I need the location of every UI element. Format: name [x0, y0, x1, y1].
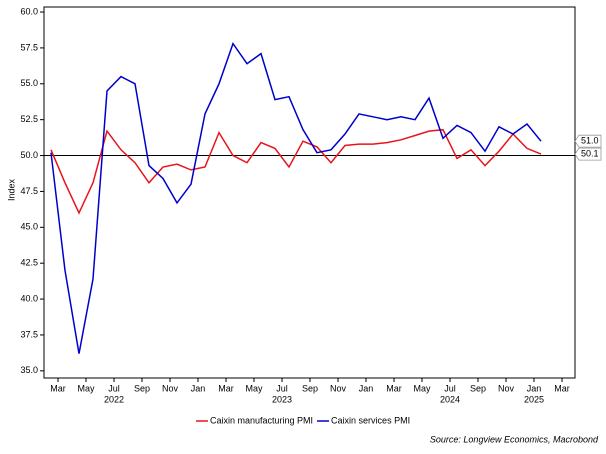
plot-frame [43, 6, 576, 379]
x-tick-label: Mar [218, 383, 234, 393]
x-tick-label: May [77, 383, 95, 393]
x-tick-label: Mar [50, 383, 66, 393]
y-tick-label: 47.5 [20, 186, 38, 196]
end-label-pointer [574, 134, 602, 148]
x-tick-label: Sep [134, 383, 150, 393]
x-tick-label: Jul [108, 383, 120, 393]
y-tick-label: 37.5 [20, 329, 38, 339]
y-tick-label: 55.0 [20, 78, 38, 88]
source: Source: Longview Economics, Macrobond [430, 434, 599, 444]
x-tick-label: Mar [386, 383, 402, 393]
end-label: 51.0 [581, 136, 599, 146]
x-tick-label: Mar [554, 383, 570, 393]
legend-label: Caixin manufacturing PMI [210, 415, 313, 425]
x-tick-label: Nov [162, 383, 179, 393]
y-tick-label: 57.5 [20, 42, 38, 52]
series-line [50, 41, 542, 354]
y-tick-label: 45.0 [20, 222, 38, 232]
x-tick-label: May [245, 383, 263, 393]
x-tick-label: Nov [498, 383, 515, 393]
x-year-label: 2024 [440, 394, 460, 404]
x-tick-label: Jan [527, 383, 542, 393]
y-tick-label: 52.5 [20, 114, 38, 124]
x-year-label: 2025 [524, 394, 544, 404]
x-tick-label: Jul [276, 383, 288, 393]
x-year-label: 2022 [104, 394, 124, 404]
y-tick-label: 60.0 [20, 6, 38, 16]
x-tick-label: Jan [191, 383, 206, 393]
x-year-label: 2023 [272, 394, 292, 404]
x-tick-label: Jan [359, 383, 374, 393]
x-tick-label: Nov [330, 383, 347, 393]
series-line [50, 128, 542, 215]
y-tick-label: 42.5 [20, 258, 38, 268]
y-tick-label: 35.0 [20, 365, 38, 375]
end-label-pointer [574, 147, 602, 161]
x-tick-label: Sep [302, 383, 318, 393]
x-tick-label: May [413, 383, 431, 393]
y-axis-label: Index [6, 178, 16, 201]
x-tick-label: Sep [470, 383, 486, 393]
legend-label: Caixin services PMI [331, 415, 410, 425]
end-label: 50.1 [581, 148, 599, 158]
y-tick-label: 50.0 [20, 150, 38, 160]
y-tick-label: 40.0 [20, 293, 38, 303]
x-tick-label: Jul [444, 383, 456, 393]
